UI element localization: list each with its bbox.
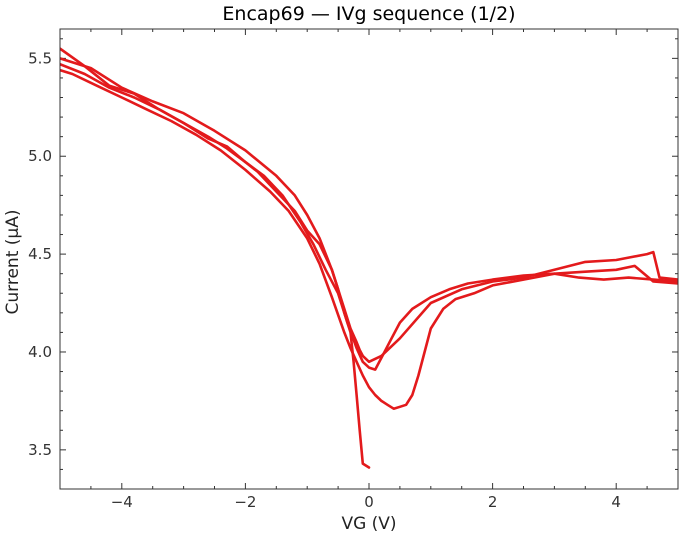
axis-ticks: −4 −2 0 2 4 3.5 4.0 4.5 5.0 5.5 [28,29,679,511]
y-tick-label: 3.5 [28,441,52,459]
x-tick-label: 0 [364,493,374,511]
series-line-4 [60,57,678,364]
plot-lines [60,47,678,469]
y-tick-label: 5.5 [28,49,52,67]
chart-title: Encap69 — IVg sequence (1/2) [222,3,515,25]
x-tick-label: −2 [234,493,256,511]
plot-frame [59,28,679,490]
series-line-2 [60,47,678,371]
y-tick-label: 4.5 [28,245,52,263]
x-tick-label: 4 [611,493,621,511]
x-axis-label: VG (V) [341,514,396,534]
y-tick-label: 5.0 [28,147,52,165]
x-tick-label: −4 [111,493,133,511]
y-axis-label: Current (μA) [3,210,23,315]
x-tick-label: 2 [488,493,498,511]
series-line-3 [60,68,678,411]
y-tick-label: 4.0 [28,343,52,361]
